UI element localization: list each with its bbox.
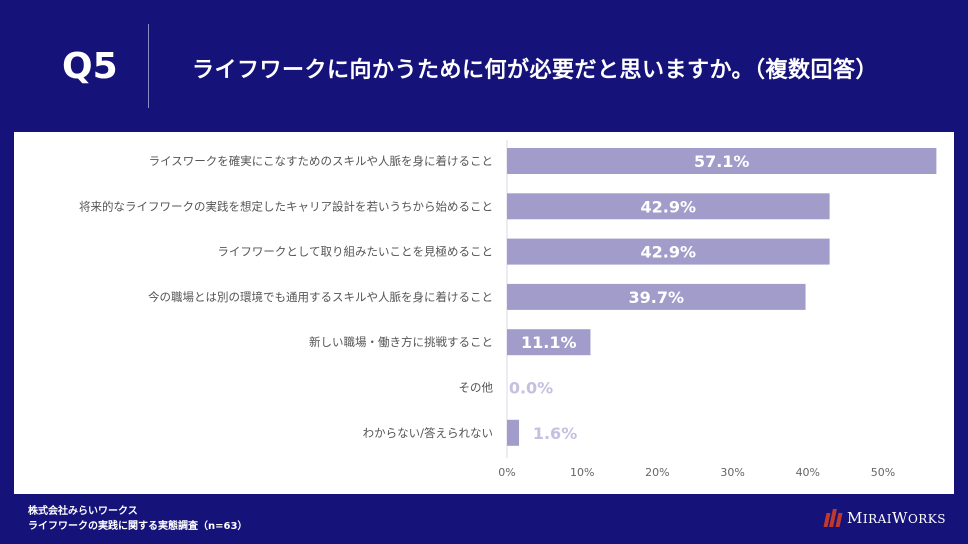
x-tick-label-1: 0% bbox=[498, 466, 515, 479]
mirai-works-logo: MIRAIWORKS bbox=[823, 509, 946, 527]
bar-2 bbox=[507, 193, 830, 220]
value-label-1: 57.1% bbox=[694, 152, 750, 171]
value-label-2: 42.9% bbox=[641, 197, 697, 216]
survey-name: ライフワークの実践に関する実態調査（n=63） bbox=[28, 521, 248, 532]
value-label-5: 11.1% bbox=[521, 333, 577, 352]
value-label-6: 0.0% bbox=[509, 379, 553, 398]
bar-chart: ライスワークを確実にこなすためのスキルや人脈を身に着けること 57.1% 将来的なラ… bbox=[79, 140, 937, 479]
bar-1 bbox=[507, 148, 937, 174]
question-number: Q5 bbox=[62, 46, 118, 87]
logo-wordmark: MIRAIWORKS bbox=[847, 509, 946, 527]
x-tick-label-3: 20% bbox=[645, 466, 669, 479]
category-label-2: 将来的なライフワークの実践を想定したキャリア設計を若いうちから始めること bbox=[79, 199, 493, 213]
question-title: ライフワークに向かうために何が必要だと思いますか。（複数回答） bbox=[192, 58, 879, 83]
footer-source: 株式会社みらいワークス ライフワークの実践に関する実態調査（n=63） bbox=[28, 504, 247, 534]
bar-7 bbox=[507, 419, 520, 446]
category-label-4: 今の職場とは別の環境でも通用するスキルや人脈を身に着けること bbox=[148, 290, 493, 304]
x-tick-label-6: 50% bbox=[871, 466, 895, 479]
logo-cap-m: M bbox=[846, 509, 863, 527]
header-divider bbox=[148, 24, 149, 108]
x-tick-label-4: 30% bbox=[720, 466, 744, 479]
bar-4 bbox=[507, 283, 806, 310]
value-label-4: 39.7% bbox=[629, 288, 685, 307]
category-label-1: ライスワークを確実にこなすためのスキルや人脈を身に着けること bbox=[149, 154, 493, 168]
value-label-7: 1.6% bbox=[533, 424, 577, 443]
logo-cap-w: W bbox=[892, 509, 908, 527]
category-label-6: その他 bbox=[459, 381, 494, 395]
bar-3 bbox=[507, 238, 830, 265]
chart-panel: ライスワークを確実にこなすためのスキルや人脈を身に着けること 57.1% 将来的なラ… bbox=[14, 132, 954, 494]
bar-5 bbox=[507, 329, 591, 356]
logo-mark-icon bbox=[823, 509, 843, 527]
category-label-5: 新しい職場・働き方に挑戦すること bbox=[309, 335, 493, 349]
logo-rest-orks: ORKS bbox=[907, 512, 946, 526]
logo-rest-irai: IRAI bbox=[862, 512, 893, 526]
category-label-7: わからない/答えられない bbox=[363, 426, 493, 440]
category-label-3: ライフワークとして取り組みたいことを見極めること bbox=[217, 245, 493, 259]
company-name: 株式会社みらいワークス bbox=[28, 506, 138, 517]
value-label-3: 42.9% bbox=[641, 243, 697, 262]
x-tick-label-5: 40% bbox=[796, 466, 820, 479]
x-tick-label-2: 10% bbox=[570, 466, 594, 479]
